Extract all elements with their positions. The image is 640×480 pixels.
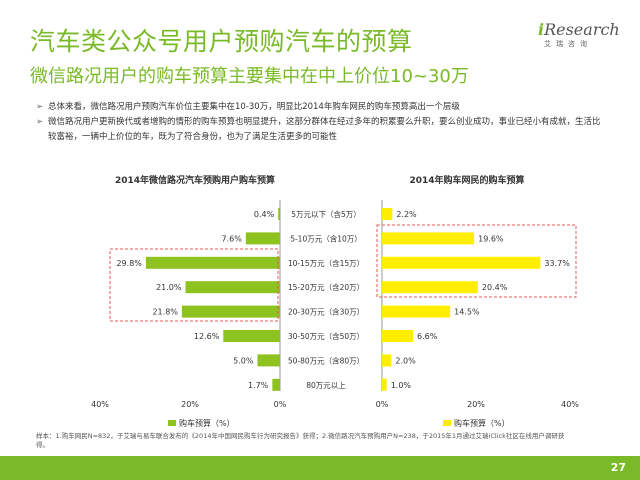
bar	[145, 256, 280, 269]
category-label: 5万元以下（含5万）	[291, 209, 361, 219]
bullet-item: ➢ 微信路况用户更新换代或者增购的情形的购车预算也明显提升，这部分群体在经过多年…	[36, 115, 606, 145]
tick-label: 0%	[274, 400, 287, 409]
bar	[245, 232, 280, 245]
logo-research: Research	[544, 20, 620, 39]
footer-bar: 27	[0, 456, 640, 480]
data-label: 21.0%	[156, 283, 182, 292]
page-subtitle: 微信路况用户的购车预算主要集中在中上价位10~30万	[30, 66, 469, 87]
bar	[382, 305, 451, 318]
page-title: 汽车类公众号用户预购汽车的预算	[30, 27, 413, 56]
logo-i: i	[538, 20, 545, 39]
data-label: 1.0%	[391, 381, 412, 390]
tick-label: 20%	[467, 400, 485, 409]
data-label: 6.6%	[417, 332, 438, 341]
bullet-item: ➢ 总体来看，微信路况用户预购汽车价位主要集中在10-30万，明显比2014年购…	[36, 100, 606, 115]
tick-label: 40%	[561, 400, 579, 409]
data-label: 14.5%	[454, 308, 480, 317]
bar	[382, 208, 393, 220]
bar	[382, 330, 414, 342]
budget-comparison-charts: 2014年微信路况汽车预购用户购车预算 0.4% 5万元以下（含5万） 7.6% 5-1…	[91, 174, 579, 428]
tick-label: 0%	[376, 400, 389, 409]
bullet-text: 总体来看，微信路况用户预购汽车价位主要集中在10-30万，明显比2014年购车网…	[48, 102, 460, 112]
bullet-arrow-icon: ➢	[36, 102, 44, 112]
legend-swatch	[168, 420, 176, 426]
legend-label: 购车预算（%）	[179, 418, 235, 428]
bar	[382, 232, 475, 245]
data-label: 7.6%	[221, 234, 242, 243]
tick-label: 20%	[181, 400, 199, 409]
bar	[272, 378, 280, 391]
tick-label: 40%	[91, 400, 109, 409]
data-label: 29.8%	[116, 259, 142, 268]
bar	[181, 305, 280, 318]
category-label: 10-15万元（含15万）	[288, 258, 364, 268]
data-label: 1.7%	[248, 381, 269, 390]
iresearch-logo: iResearch 艾瑞咨询	[538, 20, 620, 60]
data-label: 33.7%	[544, 259, 570, 268]
data-label: 12.6%	[194, 332, 220, 341]
category-label: 20-30万元（含30万）	[288, 307, 364, 317]
category-label: 5-10万元（含10万）	[290, 233, 362, 243]
data-label: 21.8%	[152, 308, 178, 317]
legend-swatch	[443, 420, 451, 426]
bar	[185, 281, 280, 294]
page-number: 27	[610, 461, 626, 474]
logo-tagline: 艾瑞咨询	[544, 40, 592, 48]
legend-label: 购车预算（%）	[454, 418, 510, 428]
category-label: 30-50万元（含50万）	[288, 331, 364, 341]
data-label: 0.4%	[254, 210, 275, 219]
data-label: 19.6%	[478, 234, 504, 243]
bullet-arrow-icon: ➢	[36, 117, 44, 127]
bar	[382, 281, 478, 294]
bar	[382, 354, 392, 367]
bar	[223, 330, 280, 342]
category-label: 50-80万元（含80万）	[288, 355, 364, 365]
data-label: 2.2%	[396, 210, 417, 219]
chart-title: 2014年购车网民的购车预算	[409, 174, 524, 186]
category-label: 80万元以上	[306, 381, 346, 390]
chart-title: 2014年微信路况汽车预购用户购车预算	[115, 174, 275, 186]
bar	[257, 354, 280, 367]
data-label: 5.0%	[233, 356, 254, 365]
bullet-text: 微信路况用户更新换代或者增购的情形的购车预算也明显提升，这部分群体在经过多年的积…	[48, 117, 601, 142]
bar	[382, 378, 387, 391]
logo-wordmark: iResearch	[538, 20, 620, 39]
footnote: 样本：1.购车网民N=832，于艾瑞与易车联合发布的《2014年中国网民购车行为…	[36, 432, 565, 449]
data-label: 2.0%	[395, 356, 416, 365]
bar	[278, 208, 280, 220]
data-label: 20.4%	[482, 283, 508, 292]
category-label: 15-20万元（含20万）	[288, 282, 364, 292]
summary-bullets: ➢ 总体来看，微信路况用户预购汽车价位主要集中在10-30万，明显比2014年购…	[36, 100, 606, 145]
highlight-box	[376, 224, 577, 298]
bar	[382, 256, 541, 269]
